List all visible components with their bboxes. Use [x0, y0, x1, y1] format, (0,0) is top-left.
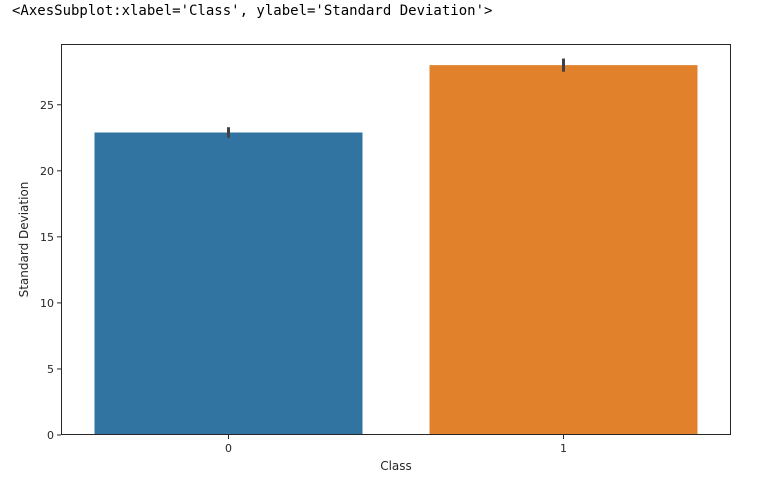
x-tick-label: 0	[225, 442, 232, 455]
x-tick-label: 1	[560, 442, 567, 455]
plot-frame	[61, 44, 731, 435]
y-tick-label: 15	[40, 231, 54, 244]
y-tick-label: 10	[40, 297, 54, 310]
bar-class-0	[94, 132, 363, 436]
bar-class-1	[429, 65, 698, 435]
y-axis-label: Standard Deviation	[17, 182, 31, 298]
x-axis-label: Class	[380, 459, 412, 473]
bars-layer	[94, 65, 698, 436]
y-tick-label: 20	[40, 165, 54, 178]
cell-output-repr: <AxesSubplot:xlabel='Class', ylabel='Sta…	[12, 3, 493, 19]
axes-frame	[61, 44, 731, 435]
y-tick-label: 0	[47, 429, 54, 442]
error-bars-layer	[227, 58, 565, 138]
y-tick-label: 5	[47, 363, 54, 376]
y-tick-label: 25	[40, 99, 54, 112]
y-axis-ticks: 0 5 10 15 20 25	[40, 99, 61, 442]
